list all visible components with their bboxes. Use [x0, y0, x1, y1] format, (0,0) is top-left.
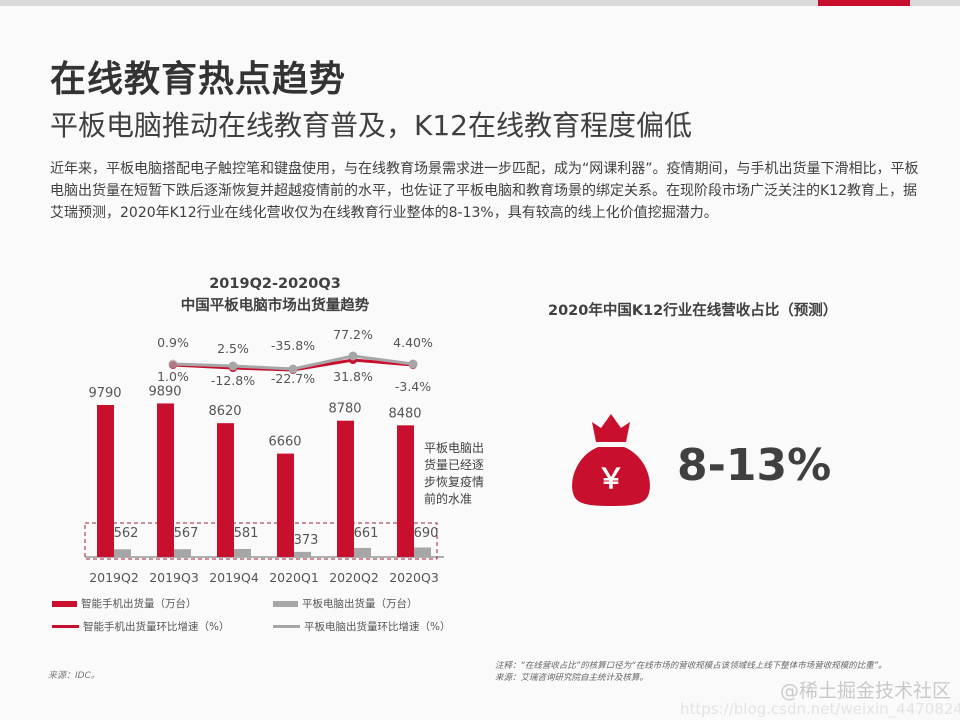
bar-label-smartphone: 8620 [208, 404, 241, 419]
legend-label: 平板电脑出货量（万台） [302, 598, 418, 610]
highlight-box [84, 522, 438, 560]
bar-tablet [114, 549, 131, 557]
bar-smartphone [397, 425, 414, 557]
marker-tablet [168, 359, 178, 369]
legend-tablet-line: 平板电脑出货量环比增速（%） [273, 619, 450, 634]
x-tick-label: 2019Q2 [89, 570, 139, 585]
bar-label-tablet: 562 [114, 526, 139, 541]
k12-title: 2020年中国K12行业在线营收占比（预测） [548, 303, 838, 319]
bar-label-tablet: 581 [234, 526, 259, 541]
intro-paragraph: 近年来，平板电脑搭配电子触控笔和键盘使用，与在线教育场景需求进一步匹配，成为“网… [50, 161, 919, 221]
legend-smartphone-bar: 智能手机出货量（万台） [52, 596, 197, 611]
chart-title-line-1: 2019Q2-2020Q3 [209, 276, 341, 292]
bar-smartphone [217, 423, 234, 557]
page-subtitle: 平板电脑推动在线教育普及，K12在线教育程度偏低 [50, 109, 692, 142]
bar-tablet [174, 549, 191, 557]
bar-label-smartphone: 6660 [268, 435, 301, 450]
tablet-growth-label: 4.40% [393, 335, 433, 350]
marker-tablet [228, 361, 238, 371]
legend-tablet-bar: 平板电脑出货量（万台） [273, 596, 418, 611]
x-tick-label: 2020Q2 [329, 570, 379, 585]
chart-annotation: 平板电脑出货量已经逐步恢复疫情前的水准 [424, 441, 485, 506]
x-tick-label: 2019Q4 [209, 570, 259, 585]
bar-label-tablet: 373 [294, 533, 319, 548]
bar-tablet [414, 547, 431, 557]
bar-label-smartphone: 9890 [148, 384, 181, 399]
bar-smartphone [157, 403, 174, 557]
page-title: 在线教育热点趋势 [50, 59, 347, 100]
k12-percentage: 8-13% [677, 440, 832, 491]
bar-label-tablet: 690 [414, 526, 439, 541]
chart-title: 2019Q2-2020Q3 中国平板电脑市场出货量趋势 [100, 273, 450, 317]
watermark-community: @稀土掘金技术社区 [780, 680, 952, 702]
marker-tablet [348, 351, 358, 361]
footnote-line-2: 来源：艾瑞咨询研究院自主统计及核算。 [495, 673, 649, 683]
top-bar [0, 0, 960, 6]
bar-tablet [354, 547, 371, 557]
bar-label-smartphone: 9790 [88, 386, 121, 401]
legend-swatch-gray-bar [273, 600, 298, 607]
tablet-growth-label: -35.8% [271, 338, 315, 353]
bar-tablet [294, 551, 311, 557]
smartphone-growth-label: 31.8% [333, 369, 373, 384]
bar-smartphone [337, 420, 354, 557]
x-tick-label: 2020Q1 [269, 570, 319, 585]
smartphone-growth-label: -3.4% [395, 379, 431, 394]
money-bag-icon: ￥ [572, 414, 650, 506]
bar-tablet [234, 549, 251, 557]
bar-label-tablet: 567 [174, 526, 199, 541]
x-tick-label: 2019Q3 [149, 570, 199, 585]
bar-smartphone [97, 405, 114, 557]
source-left: 来源：IDC。 [48, 671, 100, 681]
footnote: 注释：“在线营收占比”的核算口径为“在线市场的营收规模占该领域线上线下整体市场营… [495, 660, 955, 684]
tablet-growth-label: 77.2% [333, 327, 373, 342]
marker-tablet [408, 359, 418, 369]
footnote-line-1: 注释：“在线营收占比”的核算口径为“在线市场的营收规模占该领域线上线下整体市场营… [495, 661, 887, 671]
tablet-growth-label: 0.9% [157, 335, 189, 350]
smartphone-growth-label: -12.8% [211, 373, 255, 388]
x-tick-label: 2020Q3 [389, 570, 439, 585]
bar-label-smartphone: 8480 [388, 406, 421, 421]
legend-swatch-red-line [52, 625, 79, 628]
marker-tablet [288, 364, 298, 374]
smartphone-growth-label: 1.0% [157, 369, 189, 384]
svg-text:￥: ￥ [597, 462, 625, 495]
watermark-url: https://blog.csdn.net/weixin_44708240 [680, 700, 960, 718]
chart-title-line-2: 中国平板电脑市场出货量趋势 [180, 298, 370, 314]
legend-label: 平板电脑出货量环比增速（%） [304, 621, 451, 633]
smartphone-growth-label: -22.7% [271, 371, 315, 386]
legend-swatch-red-bar [52, 600, 77, 607]
legend-smartphone-line: 智能手机出货量环比增速（%） [52, 619, 229, 634]
legend-label: 智能手机出货量环比增速（%） [83, 621, 230, 633]
top-bar-accent [818, 0, 910, 6]
tablet-growth-label: 2.5% [217, 341, 249, 356]
bar-smartphone [277, 453, 294, 557]
legend-swatch-gray-line [273, 625, 300, 628]
legend-label: 智能手机出货量（万台） [81, 598, 197, 610]
bar-label-tablet: 661 [354, 526, 379, 541]
bar-label-smartphone: 8780 [328, 402, 361, 417]
